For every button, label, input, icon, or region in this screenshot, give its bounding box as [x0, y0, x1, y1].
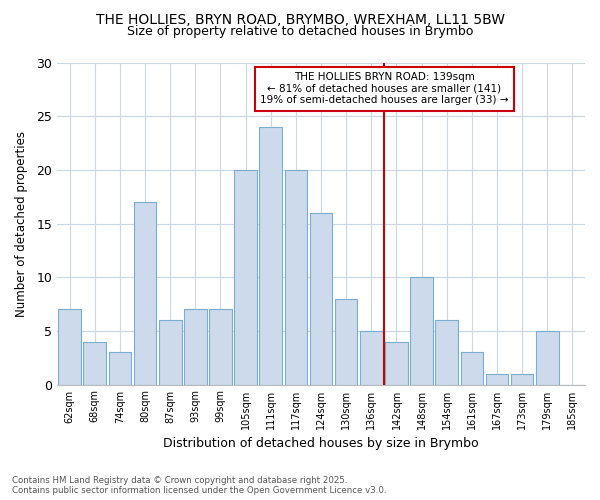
Text: Contains HM Land Registry data © Crown copyright and database right 2025.
Contai: Contains HM Land Registry data © Crown c… — [12, 476, 386, 495]
Bar — [511, 374, 533, 384]
Bar — [536, 331, 559, 384]
Text: THE HOLLIES BRYN ROAD: 139sqm
← 81% of detached houses are smaller (141)
19% of : THE HOLLIES BRYN ROAD: 139sqm ← 81% of d… — [260, 72, 509, 106]
X-axis label: Distribution of detached houses by size in Brymbo: Distribution of detached houses by size … — [163, 437, 479, 450]
Bar — [385, 342, 408, 384]
Bar — [209, 310, 232, 384]
Y-axis label: Number of detached properties: Number of detached properties — [15, 130, 28, 316]
Bar — [259, 127, 282, 384]
Bar — [310, 213, 332, 384]
Bar — [410, 277, 433, 384]
Bar — [134, 202, 157, 384]
Text: Size of property relative to detached houses in Brymbo: Size of property relative to detached ho… — [127, 25, 473, 38]
Bar — [184, 310, 206, 384]
Bar — [335, 298, 358, 384]
Bar — [485, 374, 508, 384]
Bar — [159, 320, 182, 384]
Bar — [461, 352, 483, 384]
Bar — [58, 310, 81, 384]
Bar — [109, 352, 131, 384]
Bar — [284, 170, 307, 384]
Bar — [235, 170, 257, 384]
Bar — [83, 342, 106, 384]
Bar — [436, 320, 458, 384]
Text: THE HOLLIES, BRYN ROAD, BRYMBO, WREXHAM, LL11 5BW: THE HOLLIES, BRYN ROAD, BRYMBO, WREXHAM,… — [95, 12, 505, 26]
Bar — [360, 331, 383, 384]
